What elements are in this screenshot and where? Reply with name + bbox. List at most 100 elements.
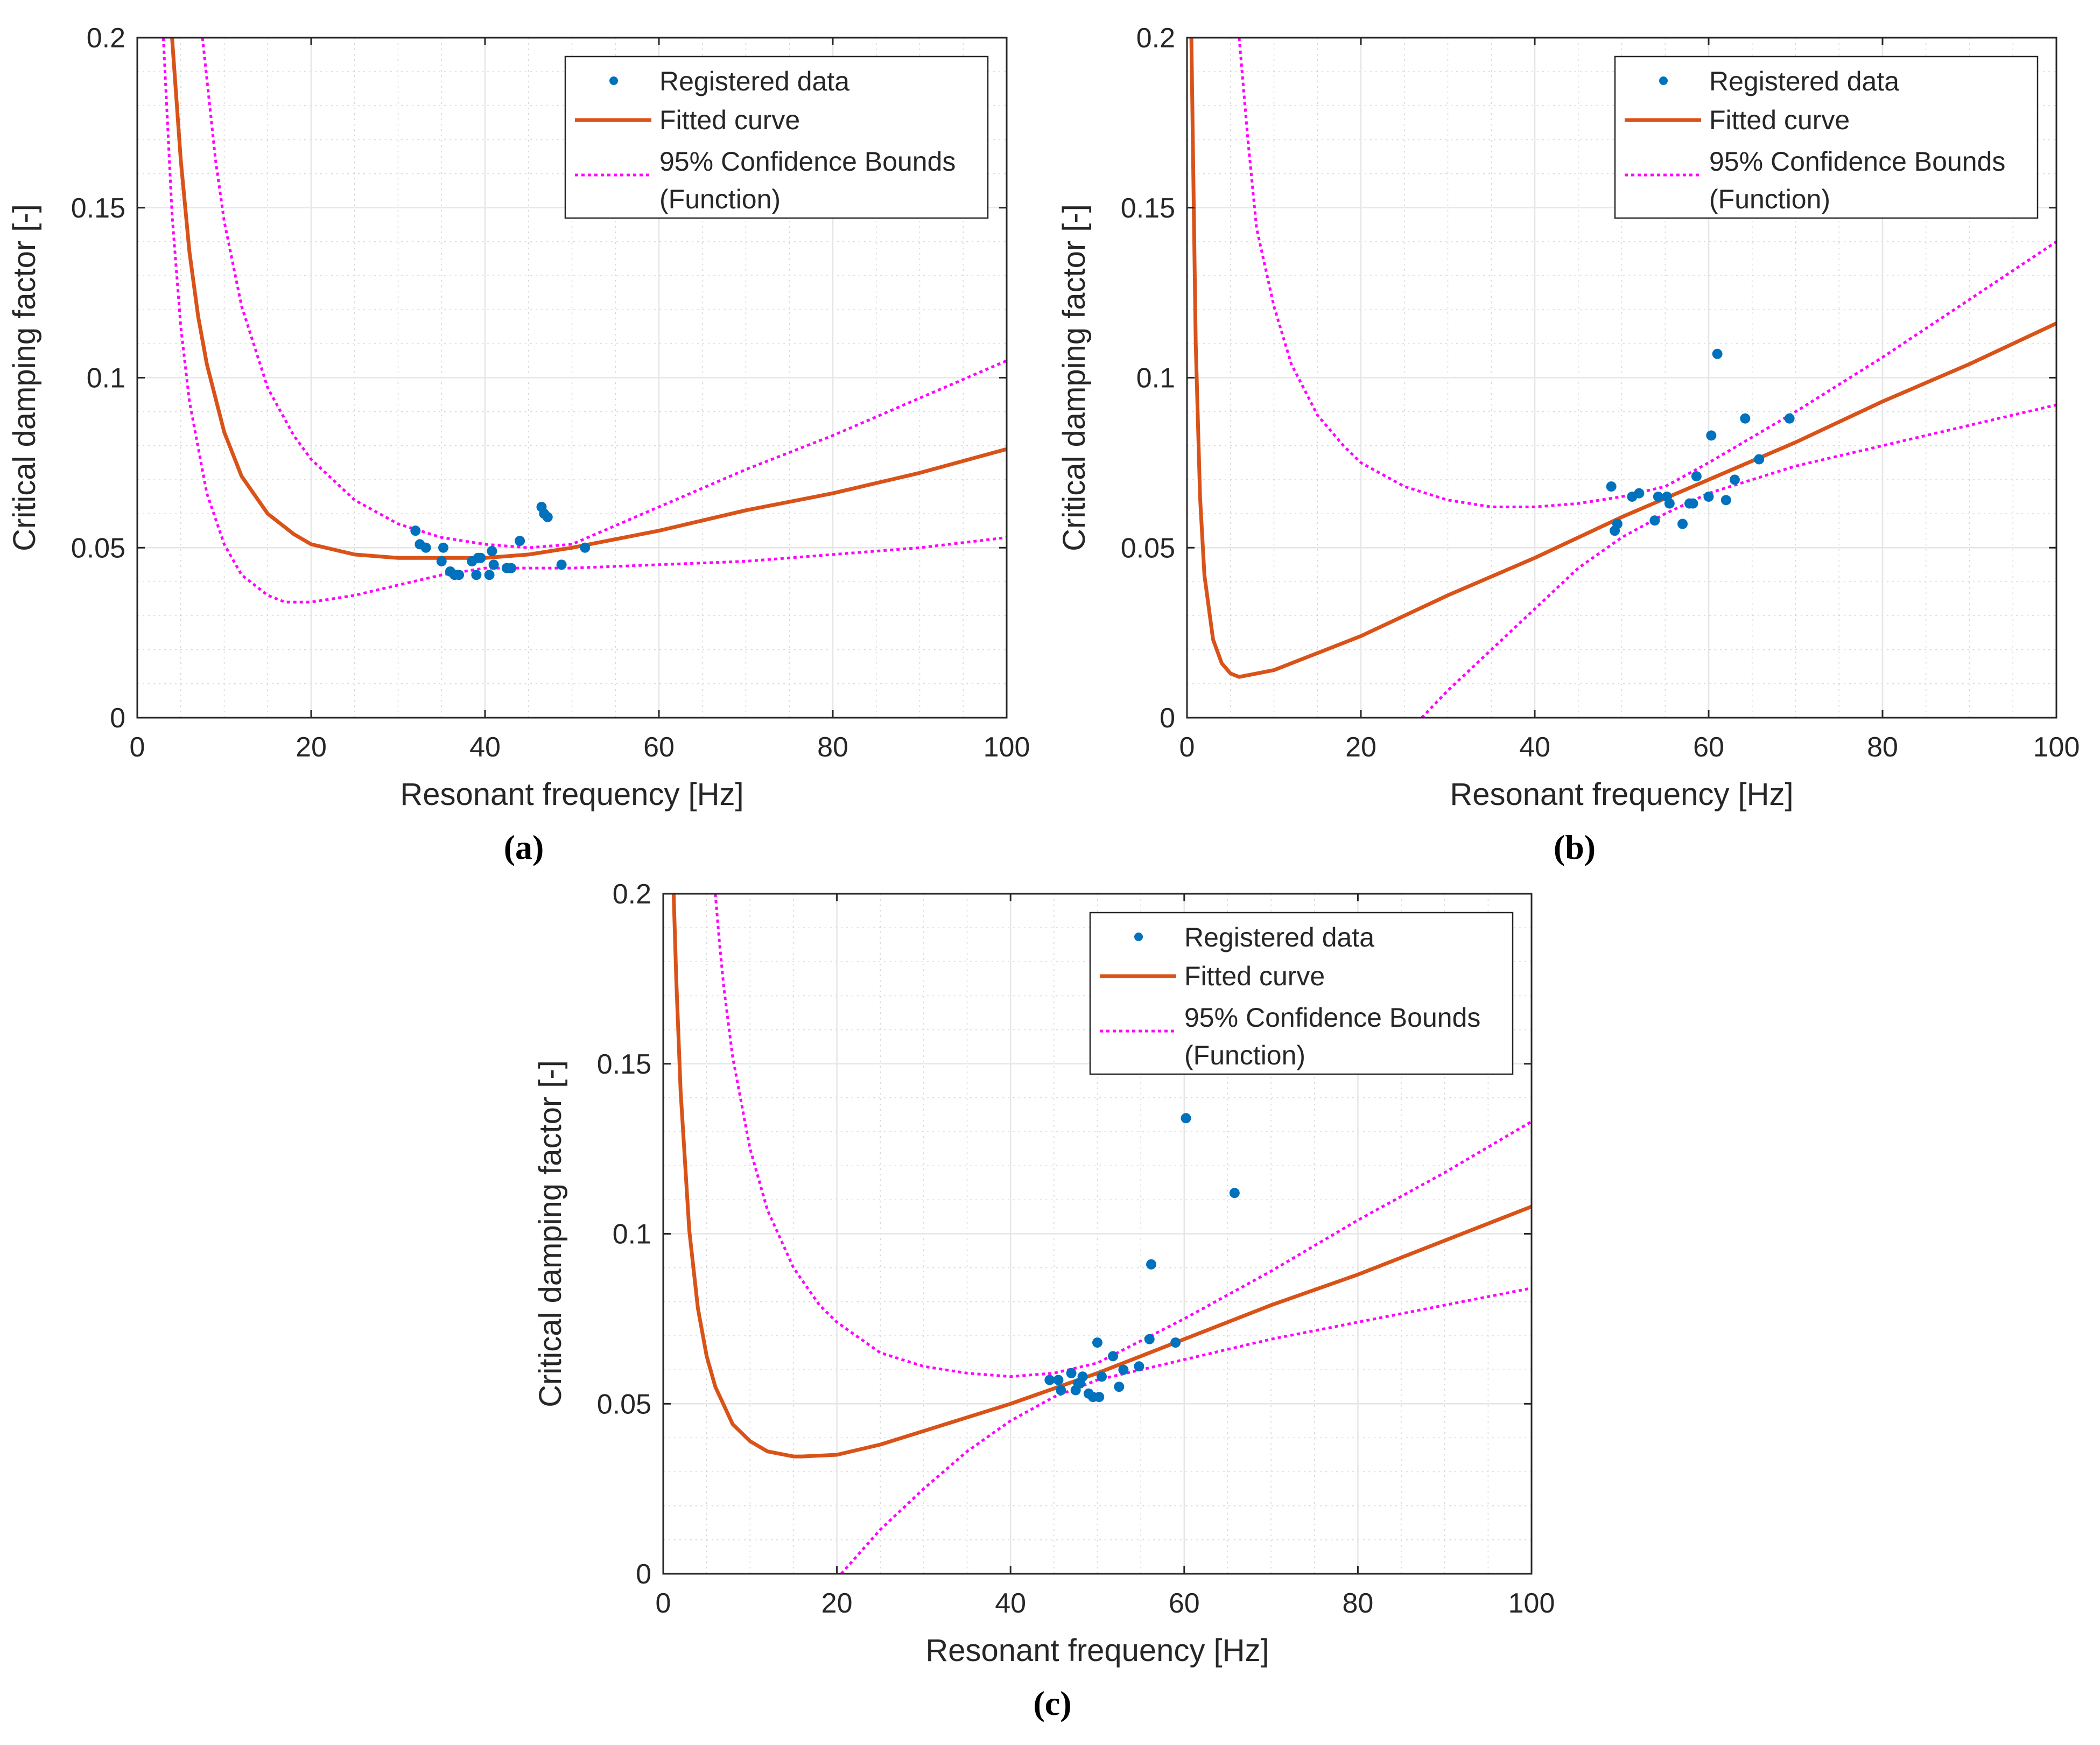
x-tick-label: 80 [1867, 732, 1898, 763]
x-tick-label: 0 [1179, 732, 1195, 763]
x-tick-label: 60 [1169, 1588, 1200, 1619]
legend-data-marker [1659, 76, 1668, 85]
legend-data-marker [609, 76, 618, 85]
x-axis-ticks: 0 20 40 60 80 100 [130, 38, 1030, 763]
data-point [1170, 1337, 1181, 1348]
data-point [436, 556, 447, 567]
data-point [1664, 498, 1675, 509]
data-point [420, 542, 431, 553]
x-tick-label: 60 [1693, 732, 1724, 763]
data-point [556, 559, 567, 570]
chart-panel-c: 0 20 40 60 80 100 0 0.05 0.1 0.15 0.2 Resonant fr… [533, 879, 1555, 1722]
data-point [1053, 1375, 1064, 1385]
legend-entry-bounds: 95% Confidence Bounds [1709, 146, 2005, 177]
data-point [542, 511, 553, 522]
legend-entry-data: Registered data [1709, 66, 1899, 96]
data-point [484, 570, 495, 580]
y-tick-label: 0.2 [613, 879, 651, 910]
confidence-bound-curve [161, 38, 1007, 604]
y-tick-label: 0.05 [1121, 532, 1175, 564]
data-point [1181, 1113, 1191, 1124]
x-axis-label: Resonant frequency [Hz] [400, 777, 743, 812]
data-point [1108, 1351, 1119, 1362]
panel-label-a: (a) [504, 828, 544, 866]
data-point [1066, 1368, 1077, 1378]
chart-panel-b: 0 20 40 60 80 100 0 0.05 0.1 0.15 0.2 Resonant fr… [1057, 23, 2080, 866]
y-axis-ticks: 0 0.05 0.1 0.15 0.2 [597, 879, 1532, 1590]
data-point [471, 570, 482, 580]
legend-entry-bounds-sub: (Function) [1184, 1040, 1305, 1070]
legend-entry-bounds-sub: (Function) [1709, 184, 1830, 214]
data-point [1118, 1364, 1129, 1375]
data-point [1754, 454, 1765, 465]
y-tick-label: 0.2 [1136, 23, 1175, 54]
legend-entry-data: Registered data [1184, 922, 1374, 952]
legend-box [1614, 55, 2039, 219]
y-tick-label: 0 [110, 703, 125, 734]
data-point [580, 542, 591, 553]
y-tick-label: 0.15 [1121, 193, 1175, 224]
x-tick-label: 100 [2033, 732, 2080, 763]
y-tick-label: 0.2 [87, 23, 125, 54]
x-tick-label: 80 [1342, 1588, 1373, 1619]
fitted-curve [1189, 38, 2056, 679]
x-tick-label: 20 [296, 732, 327, 763]
legend-entry-fit: Fitted curve [1184, 961, 1325, 991]
x-axis-label: Resonant frequency [Hz] [1450, 777, 1793, 812]
y-tick-label: 0 [636, 1559, 651, 1590]
legend-entry-bounds: 95% Confidence Bounds [1184, 1003, 1480, 1033]
y-axis-label: Critical damping factor [-] [533, 1060, 568, 1407]
data-point [515, 536, 525, 546]
y-tick-label: 0.15 [71, 193, 125, 224]
x-tick-label: 40 [995, 1588, 1026, 1619]
plot-area [1189, 38, 2056, 718]
data-point [1706, 430, 1717, 441]
x-tick-label: 40 [1519, 732, 1550, 763]
y-axis-ticks: 0 0.05 0.1 0.15 0.2 [1121, 23, 2056, 734]
data-point [1097, 1371, 1107, 1382]
x-tick-label: 0 [656, 1588, 671, 1619]
data-point [438, 542, 448, 553]
data-point [1649, 515, 1660, 526]
panel-label-b: (b) [1554, 828, 1596, 866]
data-point [1712, 348, 1723, 359]
data-point [1729, 474, 1740, 485]
y-tick-label: 0.05 [597, 1389, 651, 1420]
x-tick-label: 40 [469, 732, 501, 763]
chart-panel-a: 0 20 40 60 80 100 0 0.05 0.1 0.15 0.2 Resonant fr… [7, 23, 1030, 866]
fitted-curve [671, 894, 1532, 1459]
x-tick-label: 80 [817, 732, 848, 763]
x-tick-label: 0 [130, 732, 145, 763]
data-point [1229, 1188, 1240, 1199]
y-tick-label: 0.1 [1136, 363, 1175, 394]
data-point [505, 563, 516, 573]
legend: Registered data Fitted curve 95% Confide… [1614, 55, 2039, 219]
data-point [1092, 1337, 1102, 1348]
data-point [1784, 413, 1795, 424]
data-point [1720, 495, 1731, 506]
data-point [1703, 492, 1714, 502]
x-axis-ticks: 0 20 40 60 80 100 [656, 894, 1555, 1619]
data-point [1740, 413, 1751, 424]
confidence-bound-curve [840, 1287, 1532, 1574]
y-tick-label: 0.1 [87, 363, 125, 394]
x-axis-label: Resonant frequency [Hz] [925, 1633, 1269, 1668]
legend-data-marker [1134, 933, 1143, 941]
data-point [488, 559, 499, 570]
data-point [1677, 518, 1688, 529]
data-point [1114, 1382, 1125, 1392]
legend-entry-data: Registered data [659, 66, 849, 96]
confidence-bound-curve [201, 38, 1007, 549]
y-tick-label: 0.1 [613, 1219, 651, 1250]
x-tick-label: 20 [1345, 732, 1376, 763]
data-point [475, 552, 486, 563]
legend-entry-fit: Fitted curve [659, 105, 800, 135]
plot-area [671, 894, 1532, 1574]
x-tick-label: 60 [643, 732, 675, 763]
data-point [1134, 1361, 1144, 1372]
data-point [1688, 498, 1698, 509]
y-axis-label: Critical damping factor [-] [1057, 204, 1092, 551]
legend-entry-bounds: 95% Confidence Bounds [659, 146, 956, 177]
